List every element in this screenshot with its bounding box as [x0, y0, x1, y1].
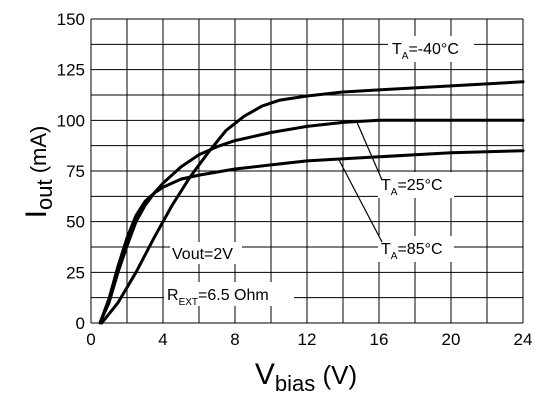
y-tick-label: 75 — [66, 162, 85, 181]
curve-labels: TA=-40°C TA=25°C TA=85°C Vout=2V REXT=6.… — [164, 36, 474, 308]
x-tick-label: 20 — [442, 330, 461, 349]
y-tick-label: 150 — [57, 10, 85, 29]
tick-labels: 0 4 8 12 16 20 24 0 25 50 75 100 125 150 — [57, 10, 533, 349]
leader-25 — [355, 119, 383, 181]
y-tick-label: 0 — [76, 314, 85, 333]
y-tick-label: 125 — [57, 61, 85, 80]
x-tick-label: 0 — [86, 330, 95, 349]
rext-bg — [164, 282, 294, 306]
vout-bg — [170, 242, 242, 264]
series-line-1 — [98, 118, 525, 325]
series-line-0 — [100, 80, 525, 325]
series-line-2 — [98, 149, 525, 325]
label-bg-85 — [378, 236, 454, 262]
label-ta-25: TA=25°C — [381, 177, 443, 198]
label-ta-85: TA=85°C — [381, 241, 443, 262]
x-tick-label: 8 — [230, 330, 239, 349]
y-tick-label: 100 — [57, 111, 85, 130]
y-tick-label: 50 — [66, 213, 85, 232]
y-axis-title: Iout (mA) — [20, 126, 57, 219]
label-bg-25 — [378, 172, 454, 198]
label-ta-neg40: TA=-40°C — [392, 41, 459, 62]
grid — [90, 18, 524, 324]
vout-annotation: Vout=2V — [172, 246, 233, 263]
x-axis-title: Vbias (V) — [255, 358, 357, 396]
label-bg-neg40 — [388, 36, 474, 62]
x-tick-label: 16 — [370, 330, 389, 349]
rext-annotation: REXT=6.5 Ohm — [167, 287, 269, 308]
x-tick-label: 12 — [298, 330, 317, 349]
y-tick-label: 25 — [66, 263, 85, 282]
leader-85 — [337, 157, 383, 243]
x-tick-label: 24 — [514, 330, 533, 349]
x-tick-label: 4 — [158, 330, 167, 349]
curves — [98, 80, 525, 325]
